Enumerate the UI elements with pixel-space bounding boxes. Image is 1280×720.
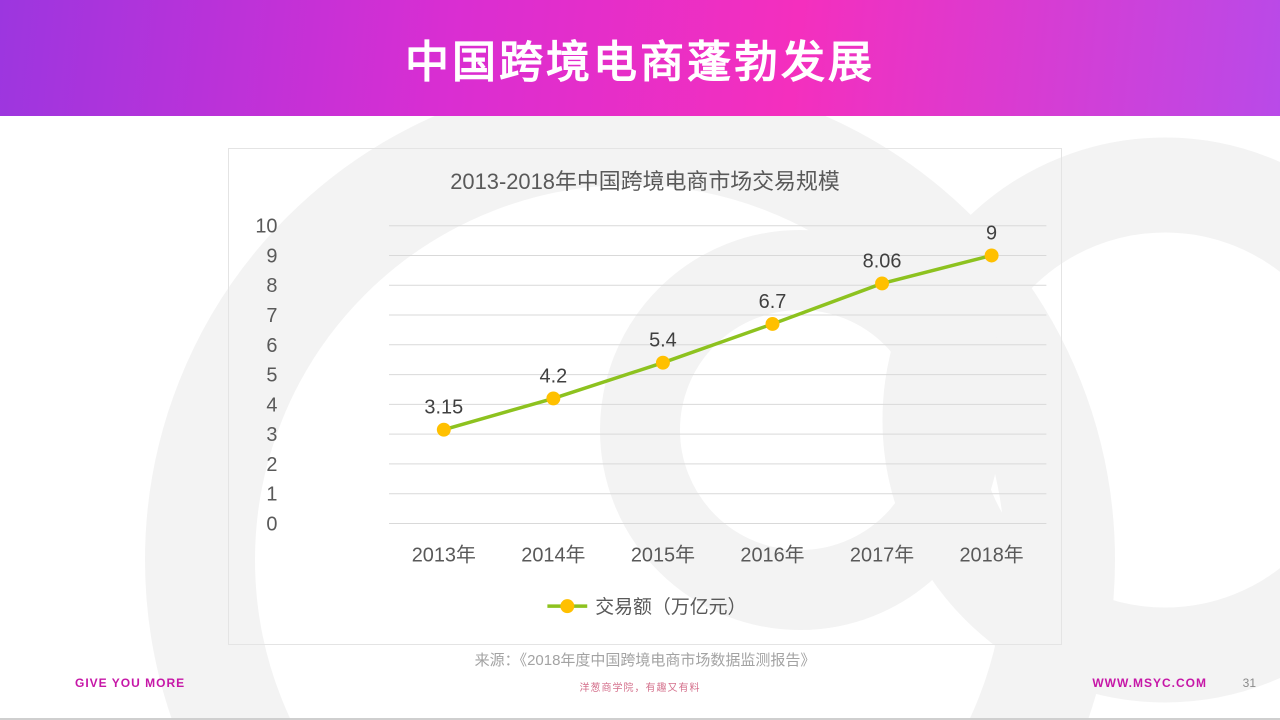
x-tick-label: 2016年 [740,543,804,566]
data-point-label: 8.06 [863,251,902,273]
y-tick-label: 0 [266,513,277,535]
legend-marker-swatch [560,599,575,614]
source-citation: 来源：《2018年度中国跨境电商市场数据监测报告》 [474,652,816,669]
data-point-marker [765,316,780,331]
data-point-label: 5.4 [649,330,677,352]
slide-title: 中国跨境电商蓬勃发展 [405,38,875,87]
footer-slogan: GIVE YOU MORE [75,676,186,690]
data-point-marker [655,355,670,370]
y-tick-label: 2 [266,454,277,476]
data-point-label: 4.2 [540,365,568,387]
x-tick-label: 2018年 [959,543,1023,566]
footer-website: WWW.MSYC.COM [1092,676,1207,690]
y-tick-label: 5 [266,365,277,387]
data-point-marker [984,248,999,263]
x-tick-label: 2013年 [412,543,476,566]
x-tick-label: 2014年 [521,543,585,566]
x-tick-label: 2017年 [850,543,914,566]
data-point-label: 3.15 [424,397,463,419]
data-point-marker [875,276,890,291]
data-point-label: 9 [986,223,997,245]
chart-title: 2013-2018年中国跨境电商市场交易规模 [450,169,840,194]
page-number: 31 [1242,676,1256,690]
y-tick-label: 8 [266,275,277,297]
y-tick-label: 7 [266,305,277,327]
data-point-label: 6.7 [759,291,787,313]
y-tick-label: 3 [266,424,277,446]
data-point-marker [436,422,451,437]
chart-container: 2013-2018年中国跨境电商市场交易规模 0 1 2 3 4 5 6 7 8 9 10 2013年 2… [228,148,1062,645]
legend-label: 交易额（万亿元） [595,596,746,618]
x-tick-label: 2015年 [631,543,695,566]
data-point-marker [546,391,561,406]
data-line [443,253,993,432]
y-tick-label: 1 [266,484,277,506]
y-tick-label: 10 [255,216,277,238]
footer-brand-note: 洋葱商学院，有趣又有料 [579,683,701,694]
line-chart: 2013-2018年中国跨境电商市场交易规模 0 1 2 3 4 5 6 7 8 9 10 2013年 2… [255,169,1047,618]
y-tick-label: 4 [266,394,277,416]
y-tick-label: 6 [266,335,277,357]
y-tick-label: 9 [266,245,277,267]
header-banner: 中国跨境电商蓬勃发展 [0,0,1280,116]
